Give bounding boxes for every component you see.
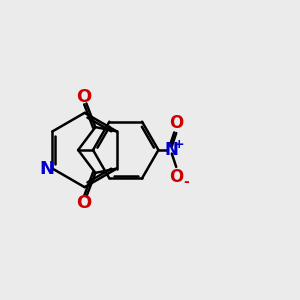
Text: N: N bbox=[165, 141, 179, 159]
Text: O: O bbox=[169, 168, 183, 186]
Text: O: O bbox=[76, 88, 92, 106]
Text: -: - bbox=[183, 175, 189, 189]
Text: N: N bbox=[40, 160, 55, 178]
Text: O: O bbox=[76, 194, 92, 212]
Text: O: O bbox=[169, 114, 183, 132]
Text: +: + bbox=[173, 138, 184, 151]
